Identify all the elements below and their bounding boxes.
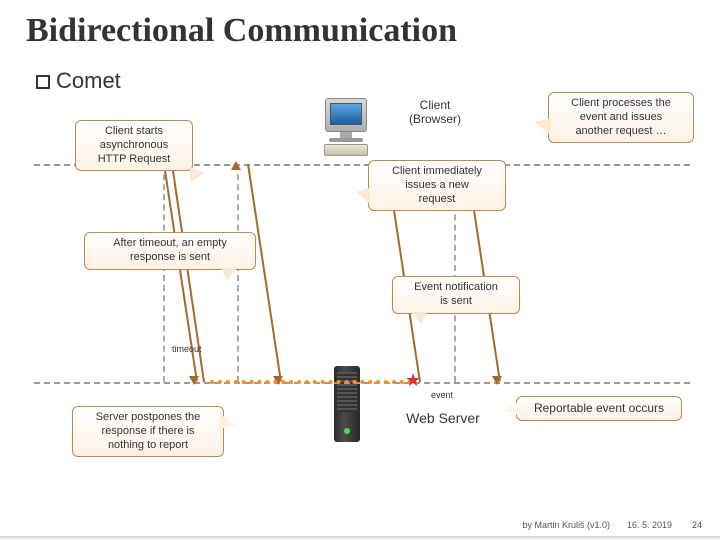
callout-after-timeout-text: After timeout, an emptyresponse is sent <box>113 237 227 263</box>
callout-tail <box>219 413 235 429</box>
callout-tail <box>190 167 204 183</box>
req1-start-dash <box>163 164 165 382</box>
event-star-icon: ★ <box>405 370 421 391</box>
client-computer-icon <box>316 98 376 158</box>
callout-server-postpones: Server postpones theresponse if there is… <box>72 406 224 457</box>
callout-reportable-event: Reportable event occurs <box>516 396 682 421</box>
callout-client-processes: Client processes theevent and issuesanot… <box>548 92 694 143</box>
server-label: Web Server <box>388 410 498 426</box>
callout-tail <box>503 401 519 415</box>
callout-tail <box>535 118 551 136</box>
timeout-dash <box>237 164 239 382</box>
callout-event-notification-text: Event notificationis sent <box>414 281 498 307</box>
callout-client-starts-text: Client startsasynchronousHTTP Request <box>98 125 171 165</box>
footer-credit: by Martin Kruliš (v1.0) <box>522 520 610 530</box>
page-title: Bidirectional Communication <box>0 0 720 50</box>
server-wait-line <box>210 380 412 384</box>
arrow-req2 <box>247 164 282 382</box>
footer-date: 16. 5. 2019 <box>627 520 672 530</box>
arrow-req1-head <box>189 376 199 385</box>
event-label: event <box>431 390 453 400</box>
server-tower-icon <box>334 366 368 444</box>
timeout-label: timeout <box>172 344 202 354</box>
callout-client-processes-text: Client processes theevent and issuesanot… <box>571 97 671 137</box>
client-label: Client(Browser) <box>390 98 480 126</box>
callout-server-postpones-text: Server postpones theresponse if there is… <box>96 411 201 451</box>
callout-client-immediate: Client immediatelyissues a newrequest <box>368 160 506 211</box>
arrow-resp1-head <box>231 161 241 170</box>
callout-client-starts: Client startsasynchronousHTTP Request <box>75 120 193 171</box>
callout-event-notification: Event notificationis sent <box>392 276 520 314</box>
section-heading: Comet <box>0 50 720 94</box>
heading-text: Comet <box>56 68 121 93</box>
callout-tail <box>356 188 370 204</box>
callout-reportable-event-text: Reportable event occurs <box>534 401 664 415</box>
callout-tail <box>411 312 427 324</box>
callout-client-immediate-text: Client immediatelyissues a newrequest <box>392 165 482 205</box>
footer-page-number: 24 <box>692 520 702 530</box>
footer-divider <box>0 536 720 540</box>
callout-after-timeout: After timeout, an emptyresponse is sent <box>84 232 256 270</box>
bullet-icon <box>36 75 50 89</box>
arrow-req3-head <box>492 376 502 385</box>
callout-tail <box>221 268 237 280</box>
